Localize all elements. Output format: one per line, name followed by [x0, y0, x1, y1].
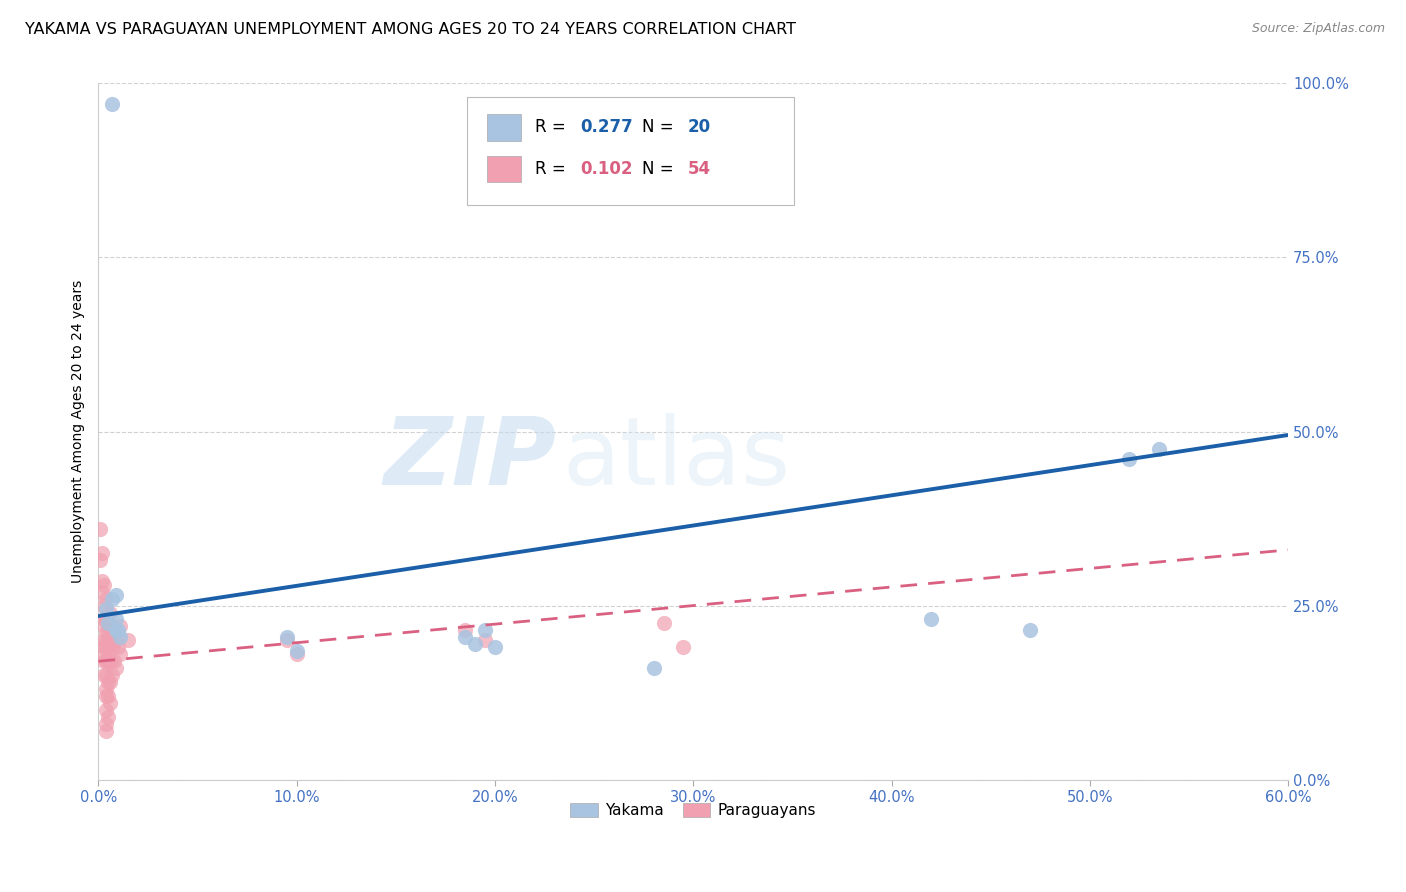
Point — [96, 682, 118, 697]
Legend: Yakama, Paraguayans: Yakama, Paraguayans — [564, 797, 823, 824]
Point — [1147, 442, 1170, 456]
Point — [1019, 623, 1042, 637]
Point — [97, 640, 120, 655]
Point — [91, 546, 114, 560]
Point — [96, 717, 118, 731]
Point — [285, 648, 308, 662]
Text: ZIP: ZIP — [384, 413, 557, 506]
Point — [93, 633, 115, 648]
Point — [96, 633, 118, 648]
Point — [89, 522, 111, 536]
Point — [474, 633, 496, 648]
Point — [110, 619, 132, 633]
Point — [96, 591, 118, 606]
Point — [101, 619, 124, 633]
Text: 0.277: 0.277 — [581, 119, 633, 136]
FancyBboxPatch shape — [467, 97, 794, 205]
Point — [107, 640, 129, 655]
Point — [98, 654, 121, 668]
Point — [105, 633, 128, 648]
Text: YAKAMA VS PARAGUAYAN UNEMPLOYMENT AMONG AGES 20 TO 24 YEARS CORRELATION CHART: YAKAMA VS PARAGUAYAN UNEMPLOYMENT AMONG … — [25, 22, 796, 37]
Text: atlas: atlas — [562, 413, 790, 506]
Point — [276, 630, 298, 644]
Point — [96, 612, 118, 626]
Point — [1118, 452, 1140, 467]
Point — [643, 661, 665, 675]
FancyBboxPatch shape — [488, 114, 520, 141]
Point — [96, 654, 118, 668]
Text: R =: R = — [536, 160, 571, 178]
Point — [96, 689, 118, 703]
Point — [110, 630, 132, 644]
Point — [276, 633, 298, 648]
Point — [98, 606, 121, 620]
Point — [98, 696, 121, 710]
Point — [93, 668, 115, 682]
Point — [96, 640, 118, 655]
Text: 0.102: 0.102 — [581, 160, 633, 178]
Point — [89, 553, 111, 567]
Text: 20: 20 — [688, 119, 710, 136]
Point — [672, 640, 695, 655]
Point — [97, 689, 120, 703]
Point — [652, 615, 675, 630]
Point — [91, 584, 114, 599]
Point — [91, 574, 114, 589]
Point — [107, 623, 129, 637]
Point — [96, 668, 118, 682]
Text: 54: 54 — [688, 160, 710, 178]
Point — [97, 710, 120, 724]
Point — [101, 668, 124, 682]
Point — [93, 612, 115, 626]
Point — [97, 675, 120, 690]
Point — [105, 588, 128, 602]
Text: N =: N = — [643, 160, 679, 178]
Point — [454, 623, 477, 637]
FancyBboxPatch shape — [488, 156, 520, 182]
Text: R =: R = — [536, 119, 571, 136]
Point — [97, 619, 120, 633]
Point — [920, 612, 942, 626]
Point — [98, 633, 121, 648]
Point — [97, 654, 120, 668]
Point — [105, 612, 128, 626]
Y-axis label: Unemployment Among Ages 20 to 24 years: Unemployment Among Ages 20 to 24 years — [72, 280, 86, 583]
Text: Source: ZipAtlas.com: Source: ZipAtlas.com — [1251, 22, 1385, 36]
Point — [96, 626, 118, 640]
Point — [93, 648, 115, 662]
Point — [454, 630, 477, 644]
Point — [464, 637, 486, 651]
Point — [484, 640, 506, 655]
Point — [117, 633, 139, 648]
Point — [285, 644, 308, 658]
Point — [101, 640, 124, 655]
Point — [103, 626, 125, 640]
Point — [96, 723, 118, 738]
Text: N =: N = — [643, 119, 679, 136]
Point — [101, 97, 124, 112]
Point — [97, 615, 120, 630]
Point — [93, 619, 115, 633]
Point — [474, 623, 496, 637]
Point — [103, 654, 125, 668]
Point — [96, 703, 118, 717]
Point — [96, 602, 118, 616]
Point — [93, 577, 115, 591]
Point — [110, 648, 132, 662]
Point — [101, 591, 124, 606]
Point — [93, 654, 115, 668]
Point — [105, 623, 128, 637]
Point — [105, 661, 128, 675]
Point — [98, 675, 121, 690]
Point — [93, 640, 115, 655]
Point — [93, 599, 115, 613]
